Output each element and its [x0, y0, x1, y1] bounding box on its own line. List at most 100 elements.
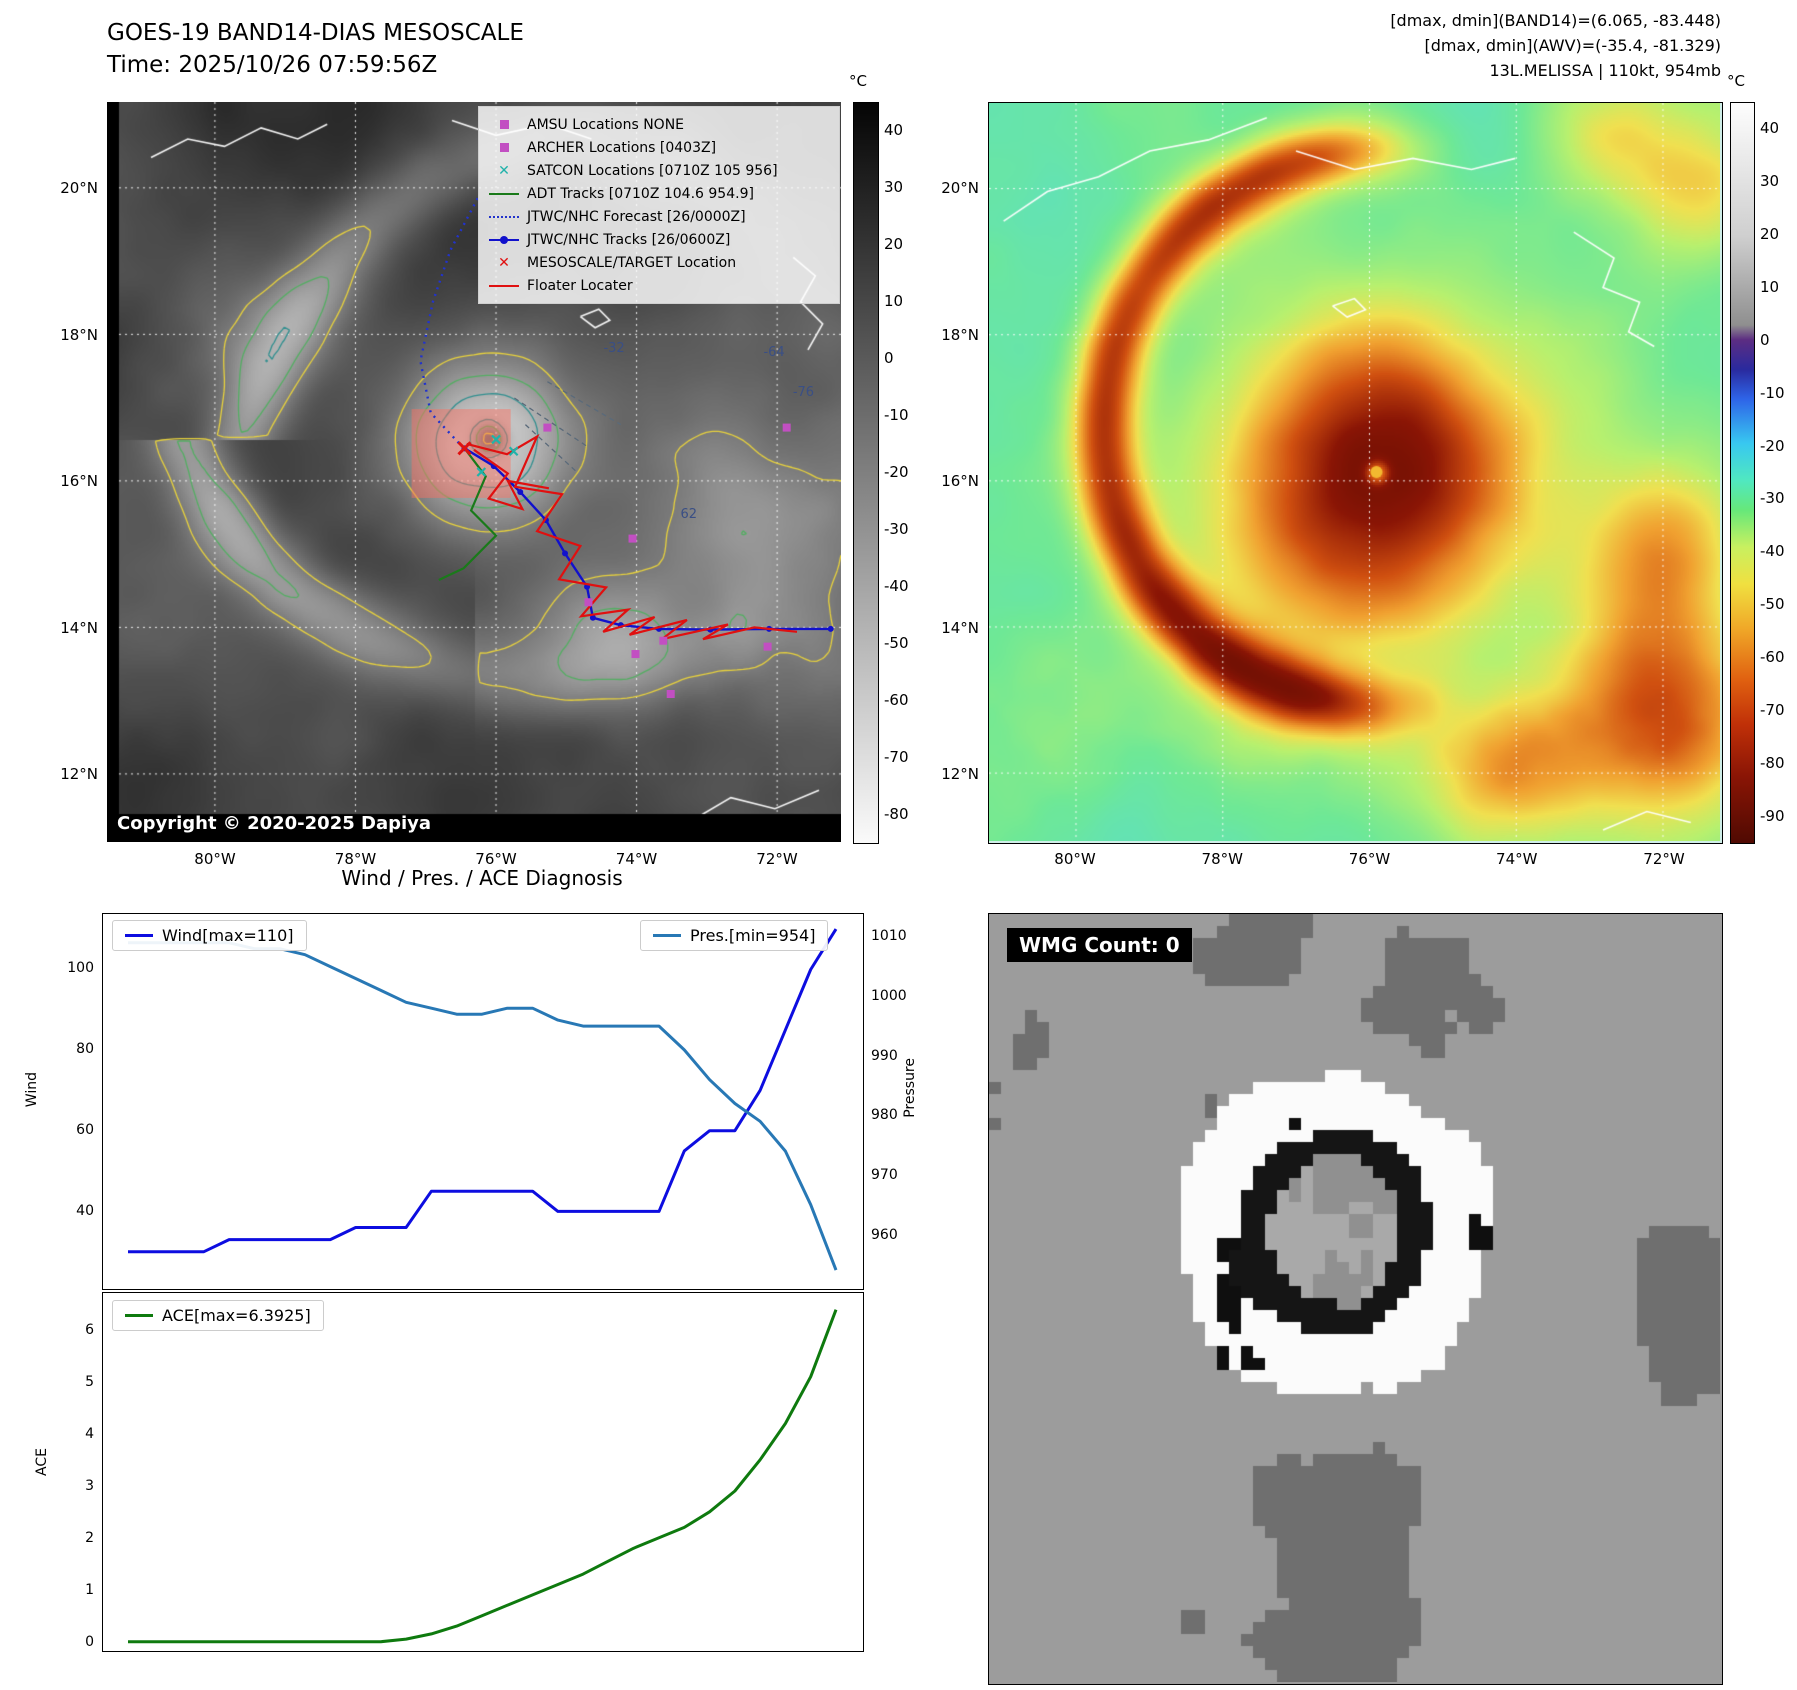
target-marker-icon: [487, 255, 521, 271]
wmg-count-badge: WMG Count: 0: [1007, 928, 1192, 962]
tick-label: -40: [1760, 542, 1785, 561]
tick-label: 12°N: [60, 765, 98, 783]
tick-label: 76°W: [475, 850, 517, 868]
tick-label: 40: [884, 121, 904, 139]
forecast-track-icon: [487, 215, 521, 218]
tick-label: 78°W: [1201, 850, 1243, 868]
ace-legend: ACE[max=6.3925]: [112, 1300, 324, 1331]
tick-label: 30: [1760, 171, 1780, 190]
tick-label: 30: [884, 178, 904, 196]
tick-label: 0: [884, 349, 894, 367]
wind-pressure-plot-frame: [102, 913, 864, 1290]
band14-colorbar-unit: °C: [849, 72, 867, 90]
pressure-axis-ticks: 1010 1000 990 980 970 960: [871, 926, 915, 1245]
tick-label: 72°W: [1643, 850, 1685, 868]
contour-label: 62: [680, 507, 698, 523]
tick-label: 76°W: [1348, 850, 1391, 868]
awv-map: [988, 102, 1723, 844]
satcon-marker-icon: [487, 163, 521, 179]
tick-label: 74°W: [615, 850, 658, 868]
legend-label: Wind[max=110]: [162, 926, 294, 945]
tick-label: -20: [884, 463, 909, 481]
dmax-band14-text: [dmax, dmin](BAND14)=(6.065, -83.448): [1390, 11, 1721, 30]
band14-lat-axis: 20°N 18°N 16°N 14°N 12°N: [52, 178, 98, 784]
tick-label: 2: [85, 1530, 94, 1546]
band14-map-legend: AMSU Locations NONE ARCHER Locations [04…: [478, 106, 840, 304]
storm-id-text: 13L.MELISSA | 110kt, 954mb: [1489, 61, 1721, 80]
tick-label: -20: [1760, 436, 1785, 455]
legend-label: ACE[max=6.3925]: [162, 1306, 311, 1325]
ace-axis-ticks: 6 5 4 3 2 1 0: [48, 1320, 94, 1652]
tick-label: -60: [1760, 648, 1785, 667]
tick-label: 80°W: [1054, 850, 1096, 868]
adt-track-icon: [487, 192, 521, 195]
awv-satellite-image: [989, 103, 1720, 841]
tick-label: 40: [1760, 119, 1780, 137]
band14-colorbar: [853, 102, 879, 844]
tick-label: -50: [884, 634, 909, 652]
legend-row: MESOSCALE/TARGET Location: [487, 251, 831, 274]
awv-titles: [dmax, dmin](BAND14)=(6.065, -83.448) [d…: [1000, 8, 1721, 83]
tick-label: 4: [85, 1426, 94, 1442]
legend-label: ARCHER Locations [0403Z]: [527, 139, 717, 156]
awv-colorbar-ticks: 40 30 20 10 0 -10 -20 -30 -40 -50 -60 -7…: [1760, 118, 1797, 826]
tick-label: 80: [76, 1041, 94, 1057]
pressure-legend: Pres.[min=954]: [640, 920, 829, 951]
nhc-track-icon: [487, 235, 521, 244]
ace-plot: [128, 1309, 838, 1644]
tick-label: 80°W: [194, 850, 236, 868]
legend-label: SATCON Locations [0710Z 105 956]: [527, 162, 778, 179]
tick-label: 20°N: [941, 179, 979, 197]
wind-legend: Wind[max=110]: [112, 920, 307, 951]
band14-map: AMSU Locations NONE ARCHER Locations [04…: [107, 102, 841, 842]
tick-label: 10: [1760, 277, 1780, 296]
ace-axis-label: ACE: [34, 1448, 50, 1476]
wind-axis-label: Wind: [24, 1072, 40, 1108]
tick-label: 74°W: [1496, 850, 1538, 868]
legend-row: ARCHER Locations [0403Z]: [487, 136, 831, 159]
contour-label: -76: [792, 385, 815, 401]
tick-label: 12°N: [941, 765, 979, 783]
tick-label: 10: [884, 292, 904, 310]
awv-colorbar: [1730, 102, 1755, 844]
contour-label: -32: [603, 340, 625, 356]
ace-line-icon: [125, 1314, 153, 1317]
tick-label: 960: [871, 1226, 898, 1243]
tick-label: 20: [1760, 224, 1780, 243]
pressure-line-icon: [653, 934, 681, 937]
wmg-panel: WMG Count: 0: [988, 913, 1723, 1685]
tick-label: 990: [871, 1047, 898, 1064]
legend-label: JTWC/NHC Forecast [26/0000Z]: [527, 208, 746, 225]
wind-pressure-plot: [128, 928, 838, 1271]
legend-row: ADT Tracks [0710Z 104.6 954.9]: [487, 182, 831, 205]
legend-row: JTWC/NHC Tracks [26/0600Z]: [487, 228, 831, 251]
tick-label: -10: [884, 406, 909, 424]
tick-label: 0: [1760, 330, 1770, 349]
legend-row: Floater Locater: [487, 274, 831, 297]
tick-label: 18°N: [941, 325, 979, 344]
tick-label: 0: [85, 1634, 94, 1650]
tick-label: 5: [85, 1374, 94, 1390]
tick-label: -30: [884, 520, 909, 538]
floater-track-icon: [487, 284, 521, 287]
tick-label: -60: [884, 691, 909, 709]
tick-label: 980: [871, 1107, 898, 1124]
tick-label: 3: [85, 1478, 94, 1494]
awv-lon-axis: 80°W 78°W 76°W 74°W 72°W: [1045, 850, 1694, 868]
legend-row: JTWC/NHC Forecast [26/0000Z]: [487, 205, 831, 228]
band14-lon-axis: 80°W 78°W 76°W 74°W 72°W: [185, 850, 807, 868]
tick-label: 40: [76, 1203, 94, 1219]
tick-label: -10: [1760, 383, 1785, 402]
tick-label: 18°N: [60, 325, 98, 344]
tick-label: 14°N: [941, 618, 979, 637]
tick-label: 20°N: [60, 179, 98, 197]
ace-plot-frame: [102, 1292, 864, 1652]
legend-row: AMSU Locations NONE: [487, 113, 831, 136]
diagnosis-title: Wind / Pres. / ACE Diagnosis: [341, 866, 623, 890]
tick-label: -30: [1760, 489, 1785, 508]
legend-label: ADT Tracks [0710Z 104.6 954.9]: [527, 185, 754, 202]
band14-annotations: [411, 197, 834, 698]
contour-label: -64: [763, 344, 785, 360]
tick-label: 100: [67, 960, 94, 976]
